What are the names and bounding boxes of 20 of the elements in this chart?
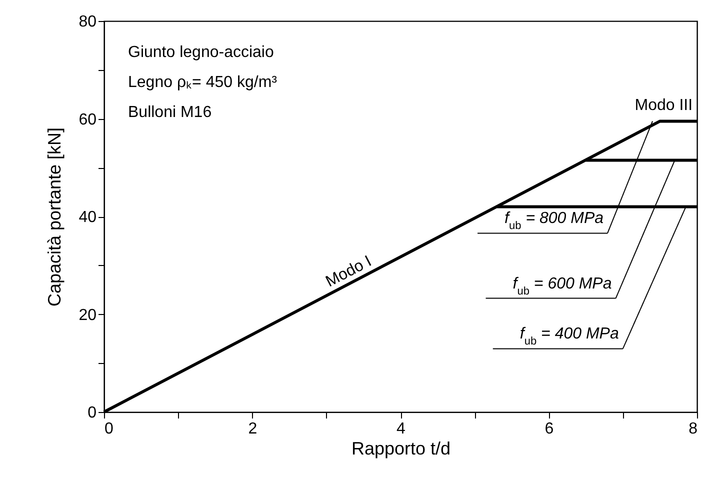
x-axis-title: Rapporto t/d <box>351 438 451 458</box>
y-tick-label: 20 <box>78 306 97 324</box>
y-tick-label: 80 <box>78 14 97 30</box>
annotation: Modo I <box>323 252 374 291</box>
annotation: Giunto legno-acciaio <box>128 44 274 61</box>
annotation: f$_{ub}$ = 600 MPa <box>512 275 612 298</box>
x-tick-label: 2 <box>248 420 258 438</box>
y-tick-label: 60 <box>78 111 97 128</box>
annotation: f$_{ub}$ = 800 MPa <box>504 210 604 232</box>
annotation: Bulloni M16 <box>128 104 212 121</box>
annotation: Legno ρₖ= 450 kg/m³ <box>128 74 278 91</box>
y-tick-label: 40 <box>78 209 97 226</box>
y-axis-title: Capacità portante [kN] <box>44 127 65 307</box>
x-tick-label: 8 <box>688 420 698 438</box>
x-tick-label: 0 <box>104 420 114 438</box>
x-tick-label: 6 <box>544 420 554 438</box>
annotation: f$_{ub}$ = 400 MPa <box>520 326 619 348</box>
y-tick-label: 0 <box>88 404 97 422</box>
x-tick-label: 4 <box>396 420 406 438</box>
annotation: Modo III <box>634 97 693 114</box>
